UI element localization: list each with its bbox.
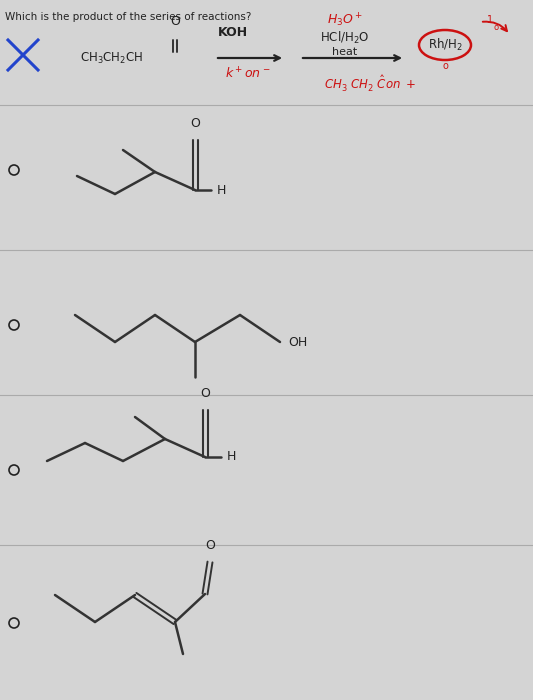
- Text: o: o: [494, 24, 498, 32]
- Text: Which is the product of the series of reactions?: Which is the product of the series of re…: [5, 12, 252, 22]
- Text: H: H: [227, 451, 236, 463]
- Text: $\mathregular{CH_3CH_2CH}$: $\mathregular{CH_3CH_2CH}$: [80, 50, 143, 66]
- Text: O: O: [170, 15, 180, 28]
- Text: $\mathregular{Rh/H_2}$: $\mathregular{Rh/H_2}$: [427, 37, 463, 53]
- Text: KOH: KOH: [218, 25, 248, 38]
- Text: O: O: [205, 539, 215, 552]
- Text: H: H: [217, 183, 227, 197]
- Text: $k^+on^-$: $k^+on^-$: [225, 66, 271, 82]
- Text: heat: heat: [333, 47, 358, 57]
- Text: O: O: [190, 117, 200, 130]
- Text: o: o: [442, 61, 448, 71]
- Text: $CH_3\ CH_2\ \hat{C}on\ +$: $CH_3\ CH_2\ \hat{C}on\ +$: [324, 74, 416, 94]
- Text: 1: 1: [487, 15, 493, 25]
- Text: OH: OH: [288, 335, 307, 349]
- Text: O: O: [200, 387, 210, 400]
- Text: $H_3O^+$: $H_3O^+$: [327, 11, 363, 29]
- Text: $\mathregular{HCl/H_2O}$: $\mathregular{HCl/H_2O}$: [320, 30, 370, 46]
